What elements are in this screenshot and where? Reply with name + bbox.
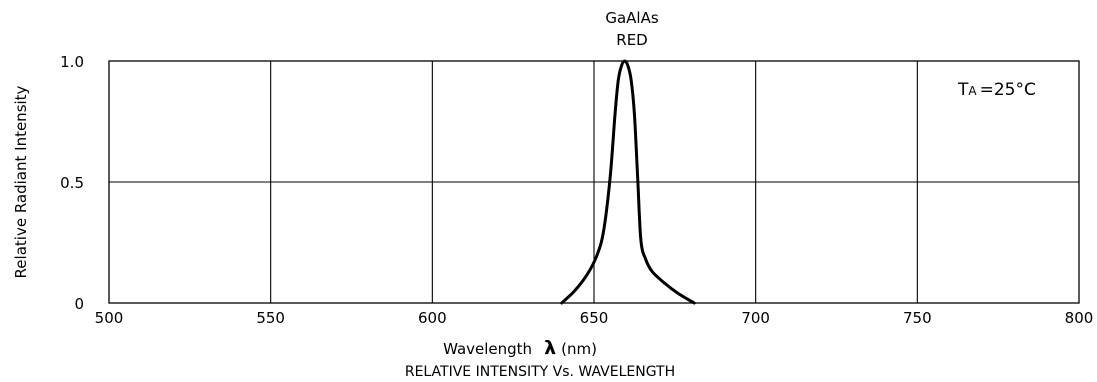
x-tick-label: 800	[1065, 309, 1094, 327]
y-tick-label: 1.0	[60, 53, 84, 71]
x-tick-label: 750	[903, 309, 932, 327]
y-tick-labels: 0 0.5 1.0	[60, 53, 84, 313]
y-tick-label: 0.5	[60, 174, 84, 192]
peak-annotation-line1: GaAlAs	[605, 9, 659, 27]
peak-annotation-line2: RED	[616, 31, 647, 49]
x-tick-labels: 500 550 600 650 700 750 800	[95, 309, 1094, 327]
x-tick-label: 550	[256, 309, 285, 327]
x-axis-label-text: Wavelength	[443, 340, 532, 358]
x-tick-label: 650	[580, 309, 609, 327]
condition-subscript: A	[968, 84, 977, 98]
chart-title: RELATIVE INTENSITY Vs. WAVELENGTH	[405, 364, 675, 380]
x-tick-label: 500	[95, 309, 124, 327]
x-axis-label: Wavelength λ (nm)	[443, 337, 597, 359]
x-axis-unit: (nm)	[561, 340, 597, 358]
lambda-symbol: λ	[544, 337, 556, 359]
series-group	[560, 59, 696, 305]
x-tick-label: 600	[418, 309, 447, 327]
spectrum-curve	[560, 59, 696, 305]
x-tick-label: 700	[741, 309, 770, 327]
grid-lines	[109, 61, 1079, 303]
y-tick-label: 0	[74, 295, 84, 313]
condition-prefix: T	[957, 80, 969, 100]
condition-value: =25°C	[980, 80, 1036, 100]
condition-label: TA =25°C	[957, 80, 1036, 100]
y-axis-label: Relative Radiant Intensity	[12, 85, 30, 278]
